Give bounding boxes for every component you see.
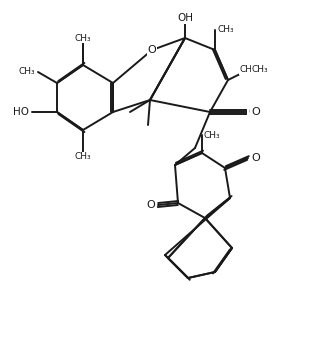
Text: O: O (251, 153, 260, 163)
Text: OH: OH (177, 13, 193, 23)
Text: CH₃: CH₃ (217, 26, 234, 35)
Text: CH₃: CH₃ (75, 34, 91, 43)
Text: O: O (248, 107, 256, 117)
Text: O: O (251, 107, 260, 117)
Text: CH₃: CH₃ (251, 65, 268, 74)
Text: O: O (148, 45, 156, 55)
Text: HO: HO (13, 107, 29, 117)
Text: CH₃: CH₃ (204, 130, 220, 139)
Text: CH₃: CH₃ (240, 65, 256, 74)
Text: OH: OH (177, 13, 193, 23)
Text: O: O (146, 200, 155, 210)
Text: CH₃: CH₃ (75, 152, 91, 161)
Text: CH₃: CH₃ (18, 67, 35, 76)
